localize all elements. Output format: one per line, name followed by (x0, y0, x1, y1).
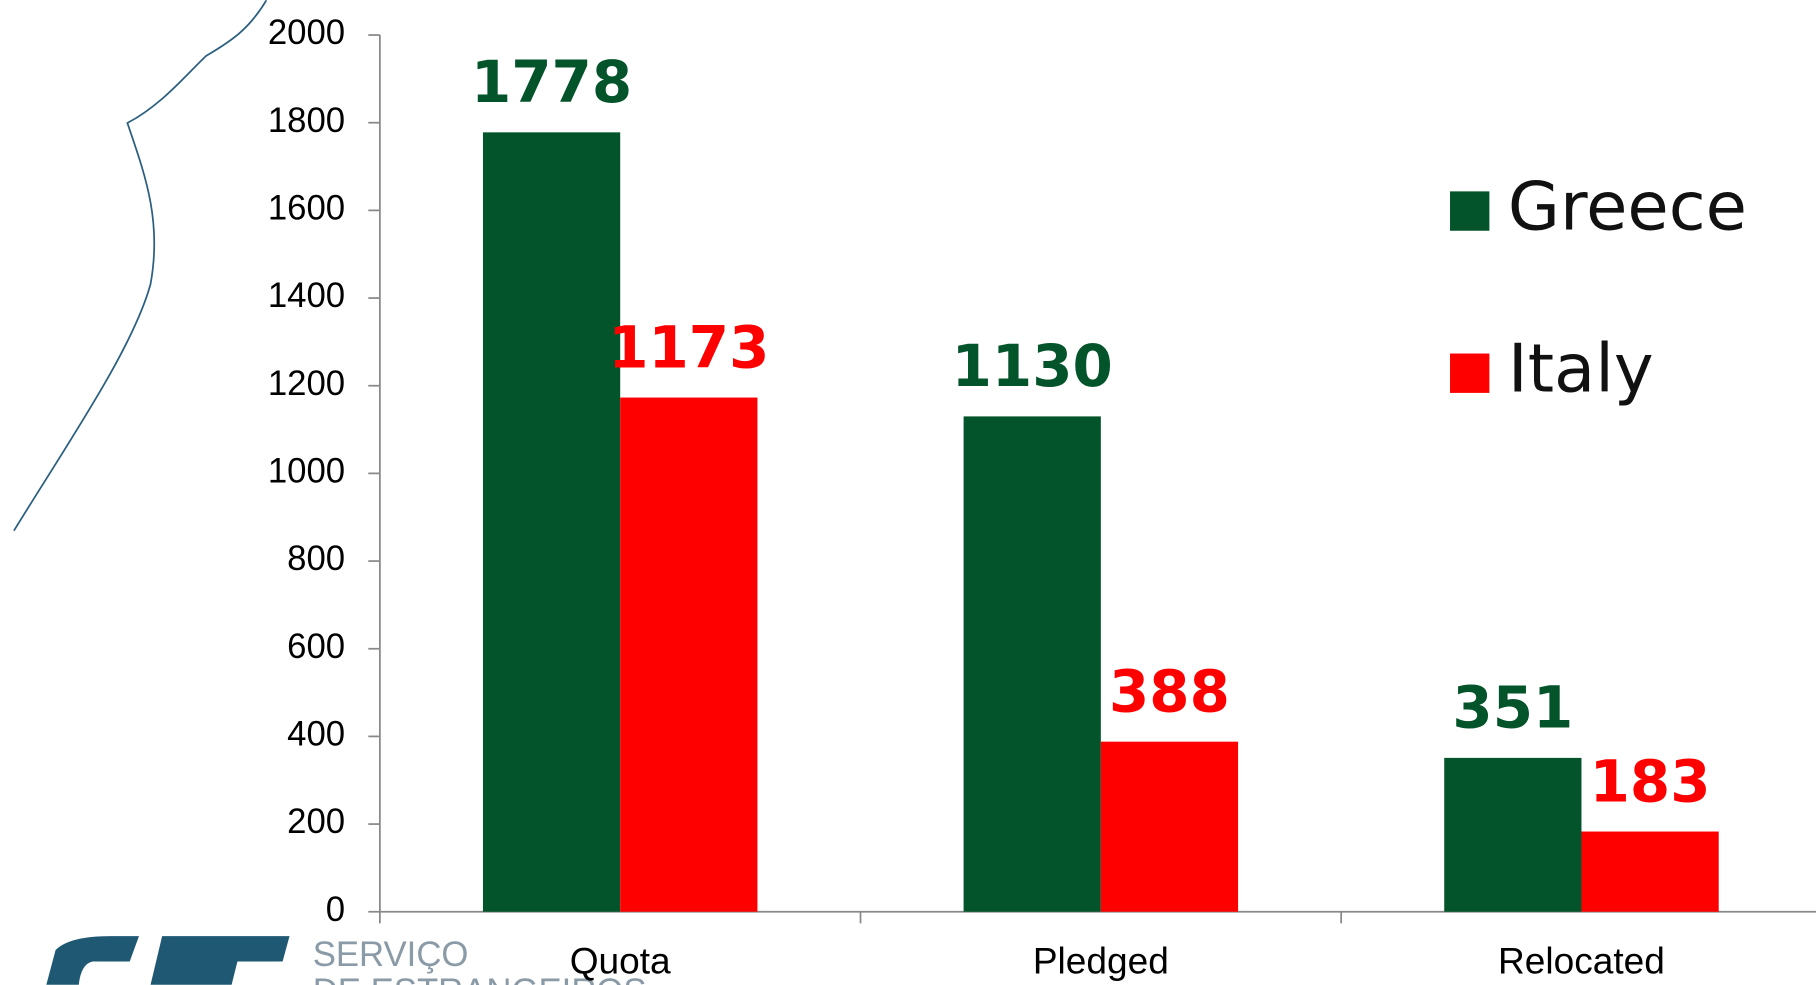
bar (963, 416, 1101, 912)
y-tick-label: 0 (326, 891, 345, 929)
bar (1581, 831, 1719, 912)
y-tick-label: 1400 (268, 277, 345, 315)
bar (620, 397, 758, 912)
logo-text: SERVIÇO (313, 936, 469, 974)
y-tick-label: 1600 (268, 190, 345, 228)
y-tick-label: 200 (287, 803, 345, 841)
bar (482, 132, 621, 912)
logo-text: DE ESTRANGEIROS (313, 973, 647, 985)
data-label: 1173 (608, 313, 769, 381)
y-tick-label: 1200 (268, 365, 345, 403)
y-tick-label: 600 (287, 628, 345, 666)
data-label: 1778 (471, 48, 632, 116)
y-tick-label: 400 (287, 716, 345, 754)
logo: SERVIÇO DE ESTRANGEIROS (46, 936, 647, 985)
data-label: 388 (1109, 657, 1230, 725)
y-tick-label: 2000 (268, 14, 345, 52)
data-label: 183 (1590, 747, 1711, 815)
legend-swatch (1450, 353, 1490, 393)
x-tick-label: Relocated (1498, 940, 1665, 982)
x-tick-label: Pledged (1033, 940, 1169, 982)
data-label: 1130 (952, 332, 1113, 400)
bar (1100, 741, 1239, 912)
y-tick-label: 800 (287, 540, 345, 578)
bar (1444, 757, 1582, 912)
legend-label: Italy (1508, 330, 1654, 408)
data-label: 351 (1452, 674, 1573, 742)
legend-swatch (1450, 191, 1490, 231)
logo-mark (46, 936, 290, 985)
decoration-curve (13, 0, 268, 532)
y-tick-label: 1800 (268, 102, 345, 140)
x-tick-label: Quota (570, 940, 671, 982)
y-tick-label: 1000 (268, 453, 345, 491)
legend-label: Greece (1508, 168, 1747, 246)
